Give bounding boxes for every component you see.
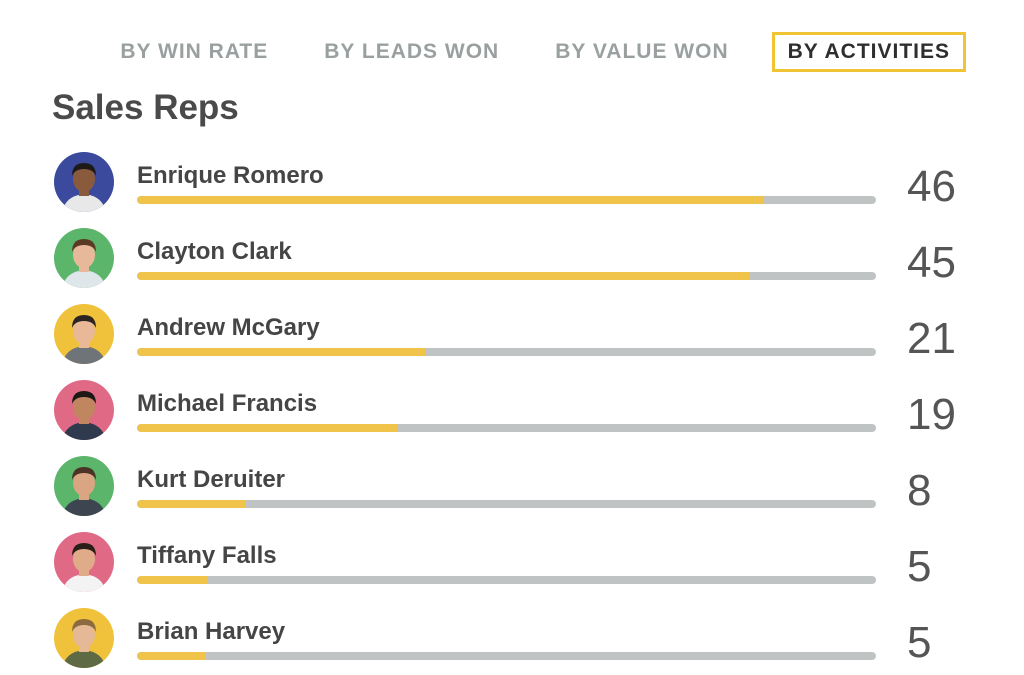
list-item[interactable]: Clayton Clark 45	[52, 226, 972, 302]
progress-fill	[137, 576, 208, 584]
activity-count: 5	[907, 618, 932, 667]
progress-track	[137, 500, 876, 508]
list-item[interactable]: Enrique Romero 46	[52, 150, 972, 226]
rep-name: Enrique Romero	[137, 162, 324, 189]
progress-fill	[137, 272, 751, 280]
avatar	[54, 304, 114, 364]
rep-name: Clayton Clark	[137, 238, 292, 265]
progress-track	[137, 196, 876, 204]
sort-tabs: BY WIN RATE BY LEADS WON BY VALUE WON BY…	[120, 32, 966, 72]
activity-count: 46	[907, 162, 956, 211]
rep-name: Tiffany Falls	[137, 542, 277, 569]
reps-list: Enrique Romero 46 Clayton Clark 45 Andrew Mc…	[52, 150, 972, 675]
tab-by-activities[interactable]: BY ACTIVITIES	[771, 32, 966, 72]
list-item[interactable]: Brian Harvey 5	[52, 606, 972, 675]
tab-by-leads-won[interactable]: BY LEADS WON	[324, 40, 500, 63]
activity-count: 19	[907, 390, 956, 439]
progress-fill	[137, 500, 247, 508]
avatar	[54, 228, 114, 288]
list-item[interactable]: Michael Francis 19	[52, 378, 972, 454]
avatar	[54, 152, 114, 212]
rep-name: Brian Harvey	[137, 618, 286, 645]
progress-track	[137, 652, 876, 660]
progress-track	[137, 576, 876, 584]
activity-count: 5	[907, 542, 932, 591]
avatar	[54, 380, 114, 440]
activity-count: 45	[907, 238, 956, 287]
progress-track	[137, 424, 876, 432]
avatar	[54, 608, 114, 668]
rep-name: Michael Francis	[137, 390, 318, 417]
list-item[interactable]: Andrew McGary 21	[52, 302, 972, 378]
tab-by-value-won[interactable]: BY VALUE WON	[555, 40, 729, 63]
avatar	[54, 532, 114, 592]
list-item[interactable]: Kurt Deruiter 8	[52, 454, 972, 530]
progress-fill	[137, 424, 398, 432]
progress-track	[137, 272, 876, 280]
rep-name: Kurt Deruiter	[137, 466, 286, 493]
page-title: Sales Reps	[52, 88, 239, 127]
avatar	[54, 456, 114, 516]
activity-count: 8	[907, 466, 932, 515]
progress-fill	[137, 196, 763, 204]
list-item[interactable]: Tiffany Falls 5	[52, 530, 972, 606]
progress-fill	[137, 652, 206, 660]
rep-name: Andrew McGary	[137, 314, 320, 341]
progress-track	[137, 348, 876, 356]
activity-count: 21	[907, 314, 956, 363]
tab-by-win-rate[interactable]: BY WIN RATE	[120, 40, 269, 63]
progress-fill	[137, 348, 426, 356]
